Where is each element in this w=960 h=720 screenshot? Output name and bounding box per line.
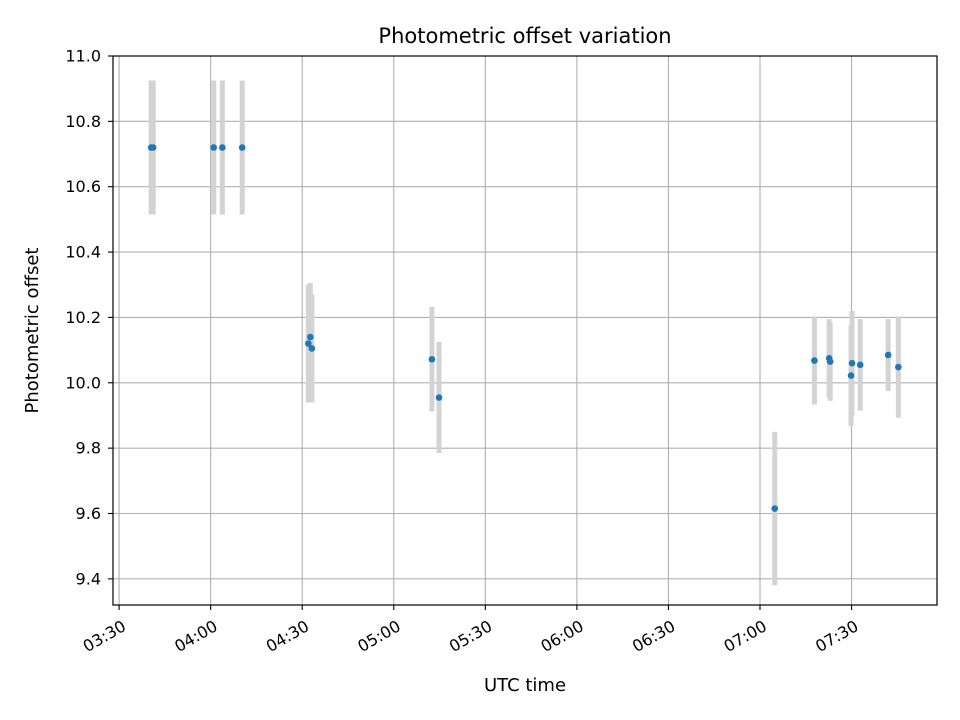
data-point [884,351,892,359]
y-tick-label: 10.0 [65,373,101,392]
data-point [428,355,436,363]
y-axis-ticks: 9.4 9.6 9.8 10.0 10.2 10.4 10.6 10.8 11.0 [65,47,113,588]
data-point [305,340,312,347]
data-point [307,333,314,341]
data-point [848,359,856,367]
data-point [238,144,246,151]
data-point [895,363,902,371]
y-tick-label: 9.8 [76,439,101,458]
data-points [147,144,902,512]
chart-title: Photometric offset variation [378,24,671,48]
data-point [847,372,855,379]
x-axis-title: UTC time [484,675,566,696]
data-point [811,357,818,364]
data-point [210,144,218,151]
data-point [826,358,834,365]
data-point [219,144,226,151]
y-tick-label: 10.6 [65,177,101,196]
data-point [771,505,779,512]
y-tick-label: 11.0 [65,47,101,66]
y-tick-label: 9.4 [76,569,101,588]
y-tick-label: 9.6 [76,504,101,523]
y-tick-label: 10.2 [65,308,101,327]
data-point [149,144,157,151]
data-point [308,345,316,352]
grid [113,55,937,605]
y-tick-label: 10.8 [65,112,101,131]
plot-area-frame [112,55,938,606]
data-point [856,361,864,369]
data-point [435,394,443,401]
y-tick-label: 10.4 [65,243,101,262]
y-axis-title: Photometric offset [22,248,43,414]
